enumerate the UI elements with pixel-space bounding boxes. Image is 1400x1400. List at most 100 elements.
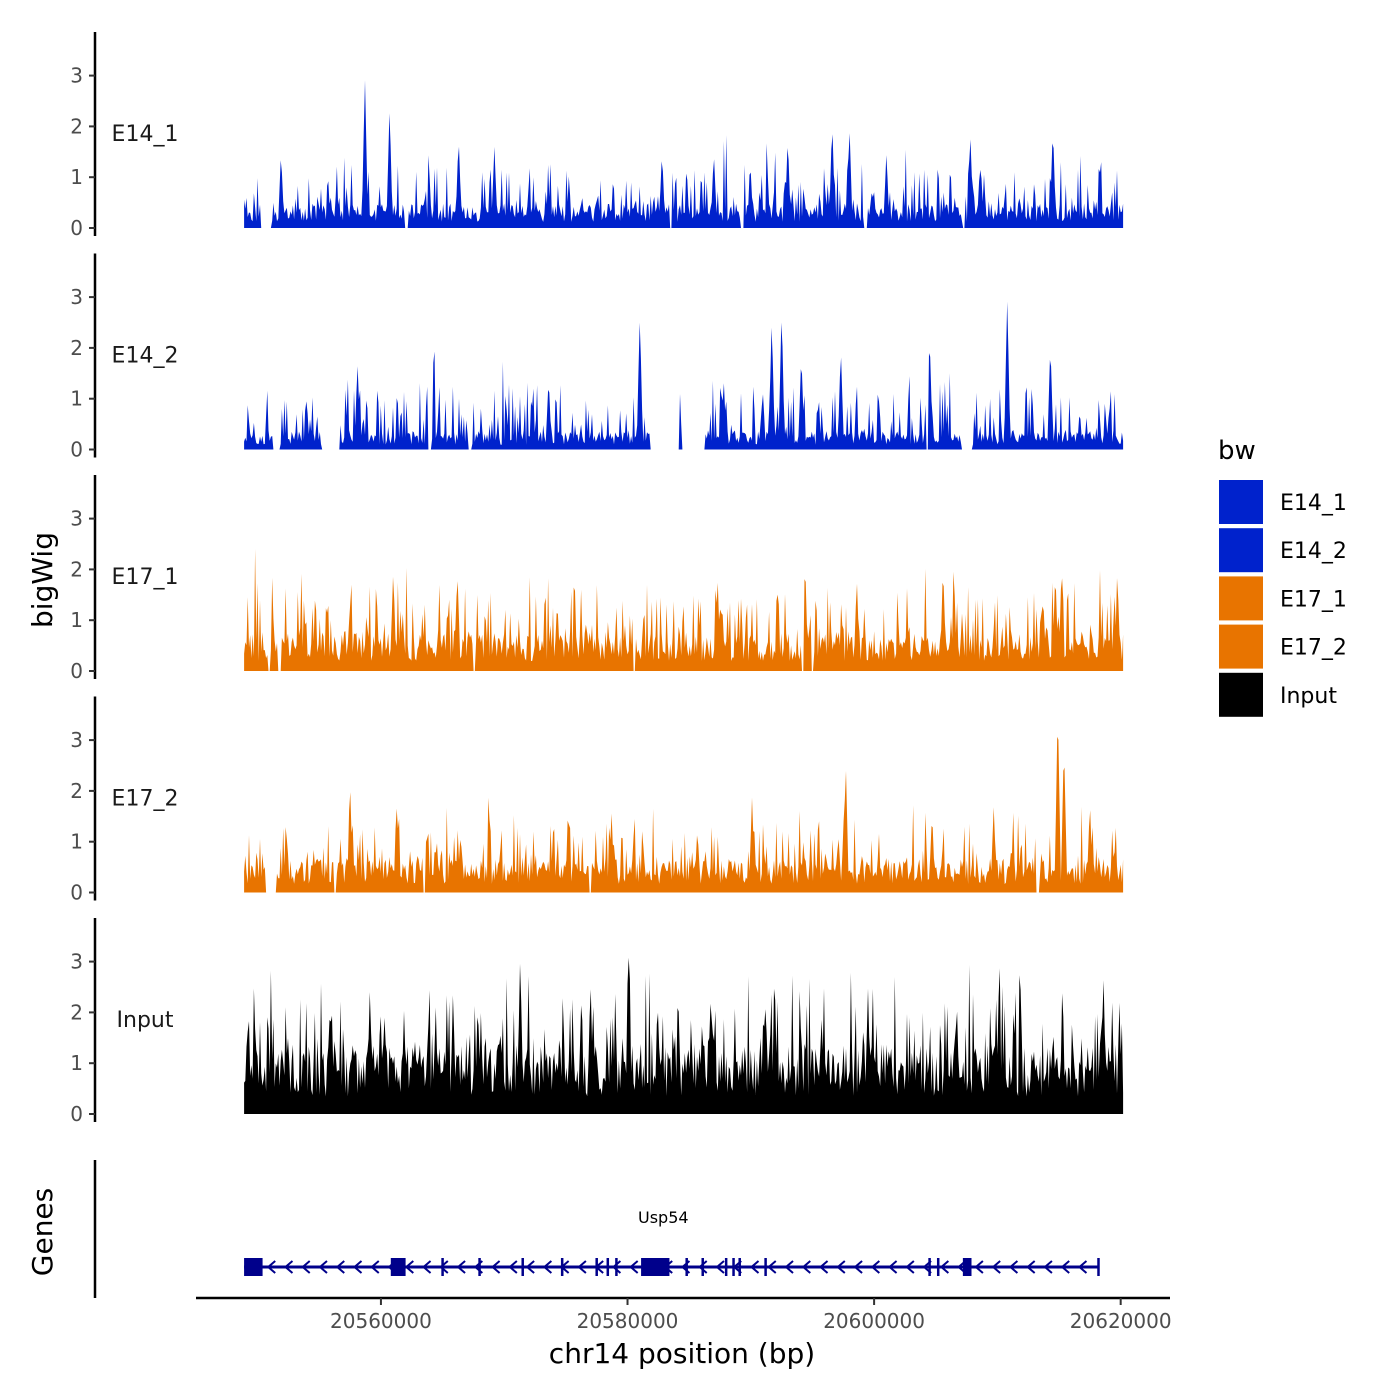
y-axis-title: bigWig (26, 532, 59, 628)
strand-arrow (715, 1260, 725, 1274)
strand-arrow (439, 1260, 449, 1274)
y-tick-label: 3 (70, 64, 83, 88)
strand-arrow (283, 1260, 294, 1274)
strand-arrow (836, 1260, 846, 1274)
gene-Usp54: Usp54 (244, 1208, 1100, 1276)
y-tick-label: 1 (70, 1051, 83, 1075)
y-tick-label: 1 (70, 608, 83, 632)
strand-arrow (1043, 1260, 1053, 1274)
y-tick-label: 1 (70, 830, 83, 854)
y-tick-label: 0 (70, 216, 83, 240)
x-axis: 20560000 20580000 20600000 20620000 (196, 1296, 1172, 1333)
exon (390, 1258, 406, 1276)
track-E14_1: 0 1 2 3 E14_1 (70, 32, 1124, 240)
strand-arrow (525, 1260, 535, 1274)
track-label-E14_2: E14_2 (112, 344, 179, 369)
legend-item-E17_1: E17_1 (1219, 576, 1347, 621)
y-tick-label: 0 (70, 438, 83, 462)
y-tick-label: 0 (70, 881, 83, 905)
strand-arrow (1060, 1260, 1070, 1274)
y-tick-label: 2 (70, 557, 83, 581)
strand-arrow (939, 1260, 950, 1274)
coverage-area-E14_1 (244, 80, 1124, 228)
strand-arrow (991, 1260, 1001, 1274)
y-tick-label: 2 (70, 779, 83, 803)
strand-arrow (404, 1260, 414, 1274)
legend-item-E14_1: E14_1 (1219, 480, 1347, 524)
x-axis-title: chr14 position (bp) (549, 1337, 815, 1370)
strand-arrow (1026, 1260, 1036, 1274)
strand-arrow (801, 1260, 811, 1274)
strand-arrow (1077, 1260, 1088, 1274)
track-label-E14_1: E14_1 (112, 122, 179, 147)
legend-swatch (1219, 528, 1263, 573)
y-tick-label: 2 (70, 336, 83, 360)
y-tick-label: 3 (70, 950, 83, 974)
legend-label: E17_1 (1280, 587, 1347, 612)
exon (962, 1258, 972, 1276)
legend-item-Input: Input (1219, 672, 1337, 717)
y-tick-label: 1 (70, 165, 83, 189)
y-tick-label: 3 (70, 728, 83, 752)
genes-track: Usp54 (93, 1160, 1100, 1298)
coverage-area-E17_1 (244, 549, 1124, 671)
strand-arrow (370, 1260, 380, 1274)
strand-arrow (352, 1260, 363, 1274)
strand-arrow (749, 1260, 760, 1274)
strand-arrow (698, 1260, 708, 1274)
x-tick-label: 20620000 (1070, 1309, 1172, 1333)
track-label-E17_1: E17_1 (112, 565, 179, 590)
coverage-area-E17_2 (244, 736, 1124, 893)
y-tick-label: 3 (70, 507, 83, 531)
legend-label: E14_1 (1280, 491, 1347, 516)
y-tick-label: 0 (70, 659, 83, 683)
y-tick-label: 2 (70, 114, 83, 138)
legend-swatch (1219, 576, 1263, 621)
y-tick-label: 1 (70, 387, 83, 411)
strand-arrow (335, 1260, 345, 1274)
strand-arrow (853, 1260, 863, 1274)
strand-arrow (577, 1260, 587, 1274)
strand-arrow (318, 1260, 328, 1274)
strand-arrow (974, 1260, 984, 1274)
y-tick-label: 2 (70, 1000, 83, 1024)
legend-label: E14_2 (1280, 539, 1347, 564)
legend-item-E14_2: E14_2 (1219, 528, 1347, 573)
track-label-Input: Input (117, 1008, 174, 1033)
strand-arrow (767, 1260, 777, 1274)
strand-arrow (1008, 1260, 1019, 1274)
x-tick-label: 20600000 (823, 1309, 925, 1333)
genes-axis-title: Genes (26, 1188, 59, 1276)
legend-swatch (1219, 672, 1263, 717)
strand-arrow (870, 1260, 880, 1274)
track-E17_1: 0 1 2 3 E17_1 (70, 475, 1124, 683)
strand-arrow (905, 1260, 915, 1274)
legend-swatch (1219, 624, 1263, 669)
legend-label: E17_2 (1280, 636, 1347, 661)
strand-arrow (542, 1260, 553, 1274)
exon (641, 1258, 670, 1276)
strand-arrow (491, 1260, 501, 1274)
y-tick-label: 0 (70, 1102, 83, 1126)
track-label-E17_2: E17_2 (112, 787, 179, 812)
strand-arrow (819, 1260, 829, 1274)
strand-arrow (611, 1260, 622, 1274)
strand-arrow (508, 1260, 518, 1274)
y-tick-label: 3 (70, 285, 83, 309)
coverage-area-Input (244, 957, 1124, 1114)
strand-arrow (784, 1260, 794, 1274)
legend-item-E17_2: E17_2 (1219, 624, 1347, 669)
strand-arrow (301, 1260, 311, 1274)
legend-title: bw (1218, 436, 1256, 466)
legend-label: Input (1280, 684, 1337, 709)
bigwig-track-panels: 0 1 2 3 E14_1 0 1 2 3 E14_2 0 1 2 3 E17_1 0 1 2 3 E17_2 0 1 2 3… (70, 32, 1124, 1126)
strand-arrow (888, 1260, 898, 1274)
legend-swatch (1219, 480, 1263, 524)
track-Input: 0 1 2 3 Input (70, 918, 1124, 1126)
coverage-area-E14_2 (244, 301, 1124, 450)
gene-name-label: Usp54 (638, 1208, 689, 1227)
strand-arrow (422, 1260, 432, 1274)
legend-items: E14_1 E14_2 E17_1 E17_2 Input (1219, 480, 1347, 717)
strand-arrow (456, 1260, 466, 1274)
